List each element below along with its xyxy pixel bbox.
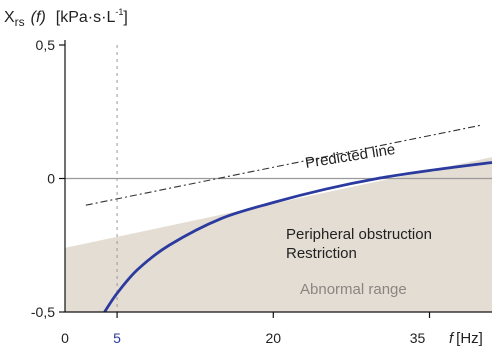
tick-marks	[59, 44, 431, 318]
tick-labels: 0,5 0 -0,5 0 5 20 35	[31, 37, 426, 346]
patient-reactance-curve	[103, 161, 493, 313]
restriction-label: Restriction	[286, 245, 357, 262]
predicted-line-label: Predicted line	[304, 141, 396, 172]
x-tick-label: 5	[113, 330, 121, 346]
y-tick-label: -0,5	[31, 304, 55, 320]
predicted-line	[85, 124, 482, 206]
x-tick-label: 35	[410, 330, 426, 346]
x-tick-label: 0	[61, 330, 69, 346]
y-axis-label: Xrs (f) [kPa·s·L-1]	[4, 7, 128, 29]
x-axis-label: f [Hz]	[449, 330, 483, 347]
x-tick-label: 20	[266, 330, 282, 346]
abnormal-range-label: Abnormal range	[300, 281, 407, 298]
peripheral-obstruction-label: Peripheral obstruction	[286, 226, 432, 243]
y-tick-label: 0	[47, 171, 55, 187]
y-tick-label: 0,5	[36, 37, 56, 53]
abnormal-range-region	[65, 157, 492, 312]
